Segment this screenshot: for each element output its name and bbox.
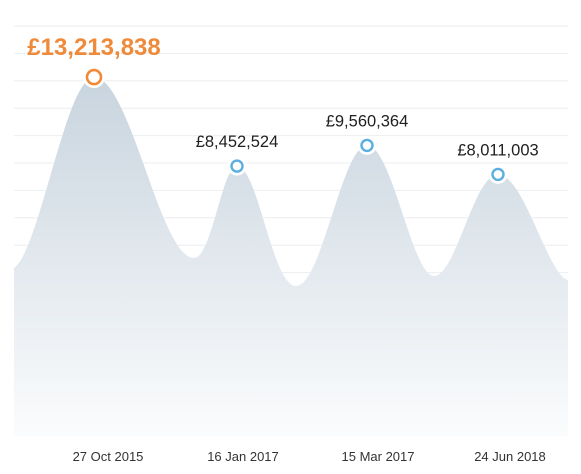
x-axis-ticks: 27 Oct 2015 16 Jan 2017 15 Mar 2017 24 Jun … (73, 449, 546, 464)
peak-value-label: £9,560,364 (326, 112, 409, 130)
peak-value-label: £13,213,838 (27, 34, 160, 61)
peak-marker[interactable] (85, 68, 103, 86)
peak-marker[interactable] (491, 167, 505, 182)
peak-value-label: £8,011,003 (457, 141, 538, 159)
peak-marker[interactable] (360, 138, 374, 153)
area-series (14, 77, 568, 436)
x-tick-label: 16 Jan 2017 (207, 449, 279, 464)
x-tick-label: 24 Jun 2018 (474, 449, 546, 464)
peak-marker[interactable] (230, 159, 244, 173)
x-tick-label: 27 Oct 2015 (73, 449, 144, 464)
peak-labels: £13,213,838 £8,452,524 £9,560,364 £8,011,00… (27, 34, 538, 159)
peak-markers (83, 66, 508, 184)
peak-value-label: £8,452,524 (196, 133, 279, 151)
x-tick-label: 15 Mar 2017 (342, 449, 415, 464)
